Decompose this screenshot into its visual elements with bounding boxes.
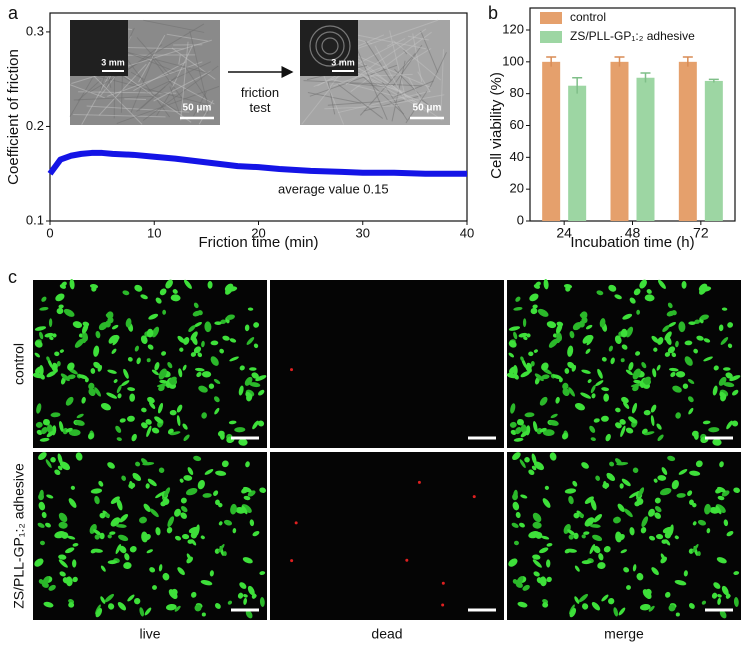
micrograph <box>270 452 504 620</box>
dead-cell <box>441 603 444 606</box>
sem-texture <box>124 99 146 100</box>
micrograph <box>270 280 504 448</box>
y-tick-label: 0.1 <box>26 212 44 227</box>
column-label: dead <box>371 626 402 642</box>
x-tick-label: 10 <box>147 225 161 240</box>
annotation: average value 0.15 <box>278 181 389 196</box>
y-axis-label: Cell viability (%) <box>488 72 505 179</box>
dead-cell <box>405 559 408 562</box>
dead-cell <box>473 495 476 498</box>
x-axis-label: Friction time (min) <box>198 234 318 251</box>
bar <box>568 86 586 221</box>
live-cell <box>208 281 213 289</box>
y-tick-label: 0 <box>517 212 524 227</box>
y-axis-label: Coefficient of friction <box>5 49 22 185</box>
x-tick-label: 40 <box>460 225 474 240</box>
inset-scale-label: 3 mm <box>101 57 125 67</box>
bar <box>542 62 560 221</box>
live-cell <box>72 559 76 567</box>
y-tick-label: 80 <box>510 85 524 100</box>
friction-curve <box>50 153 467 174</box>
column-label: merge <box>604 626 644 642</box>
x-tick-label: 72 <box>693 225 709 241</box>
column-label: live <box>139 626 160 642</box>
panel-label: a <box>8 3 19 23</box>
panel-label: c <box>8 267 17 287</box>
bar <box>637 78 655 221</box>
legend-label: control <box>570 10 606 24</box>
y-tick-label: 120 <box>502 21 524 36</box>
panel-label: b <box>488 3 498 23</box>
dead-cell <box>295 521 298 524</box>
x-tick-label: 30 <box>356 225 370 240</box>
legend-swatch <box>540 31 562 43</box>
bar <box>679 62 697 221</box>
x-tick-label: 0 <box>46 225 53 240</box>
sem-scale-label: 50 μm <box>183 103 212 114</box>
x-axis-label: Incubation time (h) <box>570 234 694 251</box>
y-tick-label: 100 <box>502 53 524 68</box>
sem-scale-label: 50 μm <box>413 103 442 114</box>
cells <box>290 368 293 371</box>
y-tick-label: 60 <box>510 117 524 132</box>
y-tick-label: 0.2 <box>26 118 44 133</box>
y-tick-label: 0.3 <box>26 23 44 38</box>
live-cell <box>249 367 257 371</box>
dead-cell <box>290 368 293 371</box>
bar <box>705 81 723 221</box>
inset-scale-label: 3 mm <box>331 57 355 67</box>
live-cell <box>723 367 731 371</box>
inset-image <box>70 20 128 76</box>
live-cell <box>546 559 550 567</box>
dead-cell <box>418 481 421 484</box>
dead-cell <box>442 582 445 585</box>
row-label: control <box>11 343 27 385</box>
legend-label: ZS/PLL-GP₁:₂ adhesive <box>570 29 695 43</box>
legend-swatch <box>540 12 562 24</box>
dead-cell <box>290 559 293 562</box>
live-cell <box>682 281 687 289</box>
y-tick-label: 20 <box>510 181 524 196</box>
y-tick-label: 40 <box>510 149 524 164</box>
row-label: ZS/PLL-GP₁:₂ adhesive <box>11 463 27 609</box>
bar <box>611 62 629 221</box>
